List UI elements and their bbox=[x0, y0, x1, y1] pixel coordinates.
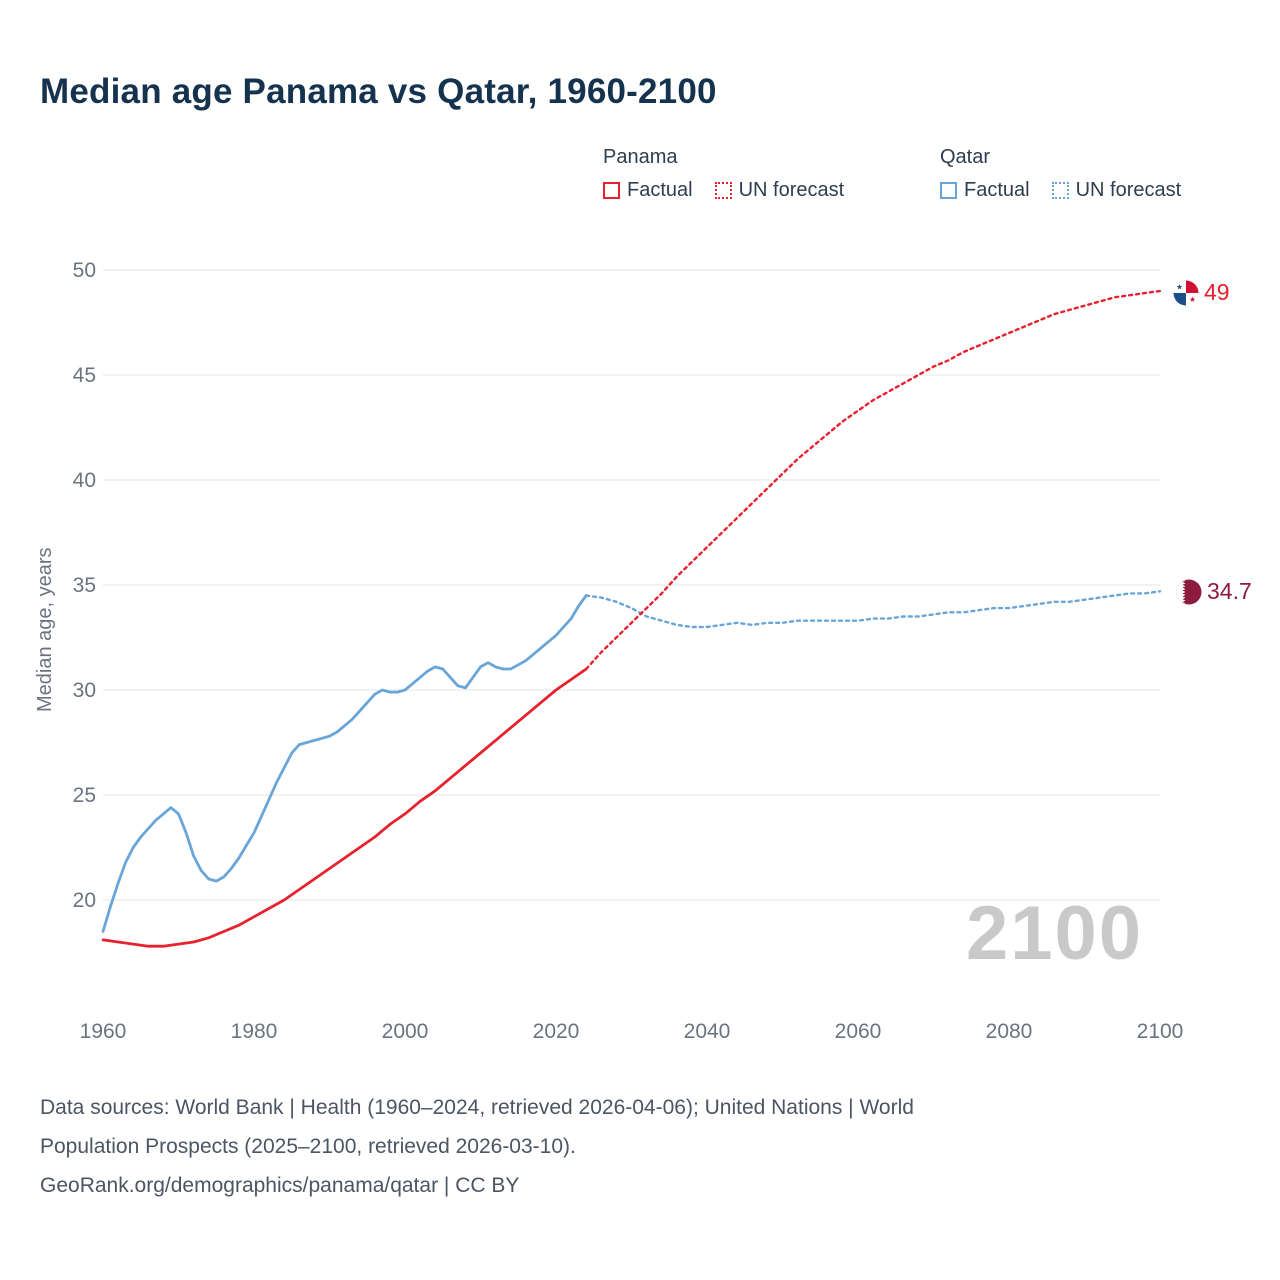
chart-legend: Panama Factual UN forecast Qatar Factual… bbox=[0, 146, 1280, 216]
x-tick-label: 2060 bbox=[835, 1020, 882, 1043]
series-qatar-factual bbox=[101, 594, 588, 933]
chart-title: Median age Panama vs Qatar, 1960-2100 bbox=[40, 72, 717, 111]
y-tick-label: 30 bbox=[73, 679, 96, 702]
series-qatar-forecast bbox=[585, 590, 1162, 629]
x-tick-label: 2020 bbox=[533, 1020, 580, 1043]
y-tick-label: 35 bbox=[73, 574, 96, 597]
series-panama-forecast bbox=[585, 289, 1162, 671]
y-tick-label: 45 bbox=[73, 364, 96, 387]
y-tick-label: 50 bbox=[73, 259, 96, 282]
footer-attribution-link: GeoRank.org/demographics/panama/qatar | … bbox=[40, 1174, 520, 1197]
legend-qatar-title: Qatar bbox=[940, 146, 991, 168]
y-tick-label: 25 bbox=[73, 784, 96, 807]
legend-panama-forecast-label: UN forecast bbox=[738, 179, 845, 201]
x-tick-label: 2040 bbox=[684, 1020, 731, 1043]
legend-qatar-factual-label: Factual bbox=[964, 179, 1030, 201]
legend-group-panama: Panama Factual UN forecast bbox=[603, 146, 844, 202]
legend-panama-title: Panama bbox=[603, 146, 678, 168]
legend-qatar-forecast-swatch bbox=[1051, 182, 1069, 199]
panama-end-value: 49 bbox=[1204, 279, 1230, 305]
footer: Data sources: World Bank | Health (1960–… bbox=[40, 1088, 914, 1205]
x-tick-label: 2100 bbox=[1137, 1020, 1184, 1043]
legend-panama-forecast-swatch bbox=[714, 182, 732, 199]
x-tick-label: 2000 bbox=[382, 1020, 429, 1043]
qatar-flag-icon bbox=[1176, 579, 1202, 605]
watermark-year: 2100 bbox=[966, 891, 1144, 976]
legend-qatar-forecast-label: UN forecast bbox=[1075, 179, 1182, 201]
legend-qatar-factual-swatch bbox=[940, 182, 957, 199]
legend-panama-factual-label: Factual bbox=[627, 179, 693, 201]
x-tick-label: 1980 bbox=[231, 1020, 278, 1043]
series-panama-factual bbox=[101, 667, 588, 948]
x-tick-label: 2080 bbox=[986, 1020, 1033, 1043]
y-tick-label: 20 bbox=[73, 889, 96, 912]
y-tick-label: 40 bbox=[73, 469, 96, 492]
panama-flag-icon bbox=[1173, 280, 1199, 306]
legend-panama-factual-swatch bbox=[603, 182, 620, 199]
qatar-end-value: 34.7 bbox=[1207, 578, 1252, 604]
x-tick-label: 1960 bbox=[80, 1020, 127, 1043]
footer-sources-line2: Population Prospects (2025–2100, retriev… bbox=[40, 1135, 576, 1158]
legend-group-qatar: Qatar Factual UN forecast bbox=[940, 146, 1181, 202]
footer-sources-line1: Data sources: World Bank | Health (1960–… bbox=[40, 1096, 914, 1119]
